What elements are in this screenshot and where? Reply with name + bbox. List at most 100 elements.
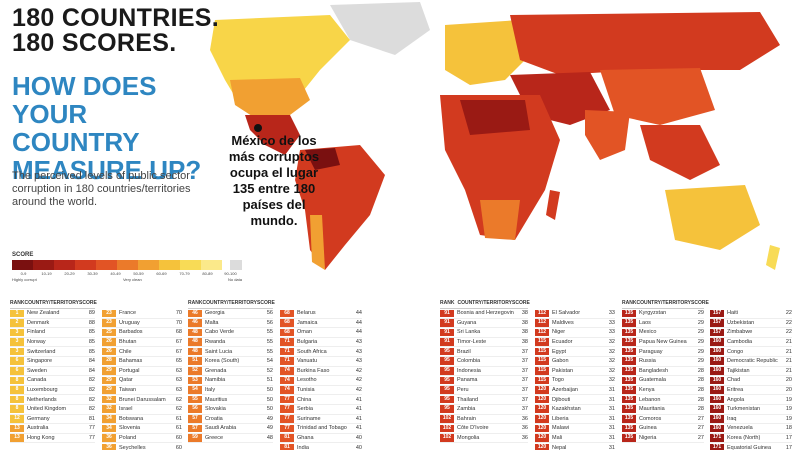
country-score: 18 (785, 425, 792, 432)
rank-badge: 102 (440, 424, 454, 433)
country-name: Malawi (552, 425, 570, 432)
table-row: 3 Finland 85 (10, 328, 95, 338)
table-row: 77 Serbia 41 (280, 405, 362, 415)
rank-badge: 81 (280, 434, 294, 442)
rank-badge: 160 (710, 415, 724, 423)
country-score: 50 (266, 387, 273, 394)
legend-tick-label: 80-89 (202, 271, 213, 276)
table-row: 77 Suriname 41 (280, 415, 362, 425)
rank-badge: 171 (710, 434, 724, 442)
country-name: Panama (457, 377, 478, 384)
country-score: 37 (521, 348, 528, 355)
country-score: 37 (521, 377, 528, 384)
country-score: 62 (175, 406, 182, 413)
country-name: Greece (205, 435, 224, 442)
country-score: 29 (697, 310, 704, 317)
rank-badge: 8 (10, 405, 24, 414)
region-china (600, 68, 715, 125)
country-score: 38 (521, 339, 528, 346)
country-score: 28 (697, 406, 704, 413)
rank-badge: 91 (440, 319, 454, 327)
country-score: 28 (697, 396, 704, 403)
rank-badge: 95 (440, 367, 454, 375)
table-row: 53 Namibia 51 (188, 376, 273, 386)
rank-badge: 112 (535, 319, 549, 327)
country-name: Qatar (119, 377, 133, 384)
table-row: 120 Malawi 31 (535, 424, 615, 434)
country-name: Chad (727, 377, 741, 384)
rank-badge: 135 (622, 386, 636, 394)
table-row: 135 Guatemala 28 (622, 376, 704, 386)
table-row: 95 Thailand 37 (440, 395, 528, 405)
legend-swatch (201, 260, 222, 270)
table-row: 46 Georgia 56 (188, 309, 273, 319)
region-greenland (330, 2, 430, 55)
country-score: 70 (175, 310, 182, 317)
country-name: Turkmenistan (727, 406, 761, 413)
country-name: Jamaica (297, 319, 318, 326)
legend-highly-corrupt: Highly corrupt (12, 277, 37, 282)
table-row: 115 Togo 32 (535, 376, 615, 386)
table-row: 95 Peru 37 (440, 386, 528, 396)
table-row: 120 Azerbaijan 31 (535, 386, 615, 396)
rank-badge: 157 (710, 328, 724, 337)
table-row: 160 Cambodia 21 (710, 338, 792, 348)
legend-tick-label: 10-19 (41, 271, 52, 276)
country-name: Korea (North) (727, 435, 761, 442)
rank-badge: 71 (280, 357, 294, 366)
table-row: 95 Zambia 37 (440, 405, 528, 415)
rank-badge: 36 (102, 443, 116, 450)
country-name: Malta (205, 319, 219, 326)
region-chile (310, 215, 325, 270)
rank-badge: 157 (710, 309, 724, 318)
country-name: Cambodia (727, 339, 753, 346)
country-score: 84 (88, 358, 95, 365)
country-score: 21 (785, 339, 792, 346)
rank-badge: 77 (280, 415, 294, 423)
table-row: 157 Haiti 22 (710, 309, 792, 319)
legend-swatch (138, 260, 159, 270)
rank-badge: 48 (188, 328, 202, 337)
table-row: 51 Korea (South) 54 (188, 357, 273, 367)
country-name: China (297, 396, 312, 403)
country-score: 41 (355, 406, 362, 413)
country-score: 89 (88, 310, 95, 317)
country-name: Equatorial Guinea (727, 444, 772, 450)
table-row: 26 Bhutan 67 (102, 338, 182, 348)
table-row: 135 Nigeria 27 (622, 434, 704, 444)
table-row: 68 Jamaica 44 (280, 319, 362, 329)
table-row: 68 Oman 44 (280, 328, 362, 338)
table-header-rank: RANK (10, 300, 25, 306)
country-score: 63 (175, 377, 182, 384)
rank-badge: 3 (10, 328, 24, 337)
country-name: Djibouti (552, 396, 571, 403)
table-row: 8 Luxembourg 82 (10, 386, 95, 396)
country-name: Egypt (552, 348, 567, 355)
country-name: Bangladesh (639, 367, 669, 374)
table-row: 54 Italy 50 (188, 386, 273, 396)
region-russia (510, 12, 780, 75)
country-name: Maldives (552, 319, 574, 326)
table-row: 135 Russia 29 (622, 357, 704, 367)
country-name: Congo (727, 348, 744, 355)
country-score: 29 (697, 339, 704, 346)
country-score: 67 (175, 339, 182, 346)
rank-badge: 160 (710, 376, 724, 385)
table-row: 135 Paraguay 29 (622, 347, 704, 357)
table-row: 95 Brazil 37 (440, 347, 528, 357)
table-row: 171 Equatorial Guinea 17 (710, 443, 792, 450)
country-score: 27 (697, 425, 704, 432)
rank-badge: 95 (440, 405, 454, 414)
rank-badge: 112 (535, 309, 549, 318)
legend-swatch (159, 260, 180, 270)
country-score: 63 (175, 367, 182, 374)
country-score: 21 (785, 358, 792, 365)
table-row: 112 Niger 33 (535, 328, 615, 338)
rank-badge: 56 (188, 405, 202, 414)
rank-badge: 95 (440, 376, 454, 385)
country-score: 38 (521, 310, 528, 317)
country-name: Singapore (27, 358, 53, 365)
rank-badge: 53 (188, 376, 202, 385)
rank-badge: 120 (535, 424, 549, 433)
table-header-score: SCORE (512, 300, 530, 306)
